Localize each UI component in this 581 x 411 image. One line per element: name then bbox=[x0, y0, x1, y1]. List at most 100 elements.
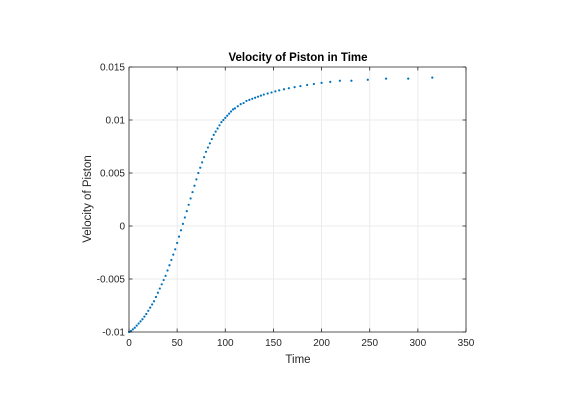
data-point bbox=[139, 320, 142, 323]
data-point bbox=[187, 203, 190, 206]
data-point bbox=[191, 190, 194, 194]
y-tick-label: -0.005 bbox=[97, 275, 126, 286]
data-point bbox=[129, 329, 133, 333]
data-point bbox=[254, 96, 257, 99]
data-point bbox=[306, 83, 309, 87]
data-point bbox=[214, 130, 217, 133]
data-point bbox=[137, 322, 140, 325]
data-point bbox=[164, 274, 167, 277]
data-point bbox=[133, 326, 136, 329]
data-point bbox=[197, 171, 200, 175]
data-point bbox=[338, 79, 341, 82]
x-tick-label: 150 bbox=[265, 338, 282, 349]
data-point bbox=[231, 108, 235, 111]
data-point bbox=[174, 248, 177, 251]
data-point bbox=[293, 86, 296, 89]
data-point bbox=[135, 324, 138, 327]
data-point bbox=[189, 197, 192, 200]
data-point bbox=[152, 300, 156, 303]
data-point bbox=[172, 253, 175, 256]
axes bbox=[128, 66, 467, 333]
x-tick-label: 350 bbox=[458, 338, 475, 349]
chart-title: Velocity of Piston in Time bbox=[228, 52, 367, 64]
data-point bbox=[259, 94, 263, 97]
data-point bbox=[141, 318, 144, 321]
data-point bbox=[170, 258, 173, 262]
data-point bbox=[366, 78, 369, 81]
x-tick-label: 50 bbox=[172, 338, 184, 349]
data-point bbox=[226, 114, 229, 117]
data-point bbox=[143, 315, 146, 318]
data-point bbox=[228, 112, 231, 115]
data-point bbox=[212, 133, 215, 136]
data-points bbox=[127, 76, 434, 334]
data-point bbox=[176, 241, 179, 245]
data-point bbox=[431, 76, 434, 79]
data-point bbox=[206, 146, 210, 149]
data-point bbox=[236, 105, 239, 108]
data-point bbox=[329, 80, 332, 83]
y-tick-label: 0 bbox=[119, 222, 125, 233]
data-point bbox=[151, 303, 154, 306]
data-point bbox=[256, 95, 260, 98]
data-point bbox=[278, 89, 281, 92]
x-tick-label: 100 bbox=[217, 338, 234, 349]
data-point bbox=[131, 328, 134, 331]
data-point bbox=[251, 97, 254, 100]
data-point bbox=[183, 216, 186, 219]
tick-labels: 0 50 100 150 200 250 300 350 -0.01 -0.005 0 0.005 0.… bbox=[97, 63, 475, 350]
data-point bbox=[233, 107, 237, 110]
data-point bbox=[179, 229, 183, 232]
y-tick-label: 0.01 bbox=[106, 116, 126, 127]
data-point bbox=[168, 264, 171, 267]
data-point bbox=[203, 156, 206, 159]
data-point bbox=[185, 210, 188, 213]
x-tick-label: 300 bbox=[410, 338, 427, 349]
x-tick-label: 0 bbox=[126, 338, 132, 349]
data-point bbox=[239, 103, 242, 106]
data-point bbox=[266, 92, 269, 95]
x-axis-label: Time bbox=[285, 354, 310, 366]
data-point bbox=[299, 84, 302, 88]
y-tick-label: 0.015 bbox=[100, 63, 125, 74]
data-point bbox=[149, 306, 152, 309]
data-point bbox=[384, 77, 388, 80]
data-point bbox=[195, 178, 198, 181]
data-point bbox=[210, 137, 213, 141]
data-point bbox=[208, 142, 211, 145]
data-point bbox=[220, 121, 223, 124]
data-point bbox=[350, 79, 353, 82]
data-point bbox=[287, 87, 290, 90]
data-point bbox=[158, 287, 161, 290]
data-point bbox=[201, 161, 204, 164]
data-point bbox=[312, 82, 315, 86]
y-axis-label: Velocity of Piston bbox=[82, 155, 94, 243]
data-point bbox=[181, 222, 185, 225]
data-point bbox=[193, 184, 196, 187]
data-point bbox=[270, 91, 273, 94]
data-point bbox=[248, 98, 251, 101]
y-tick-label: 0.005 bbox=[100, 169, 125, 180]
data-point bbox=[229, 110, 233, 113]
data-point bbox=[154, 295, 158, 299]
data-point bbox=[320, 81, 323, 84]
data-point bbox=[166, 269, 169, 272]
data-point bbox=[262, 93, 265, 96]
x-tick-label: 250 bbox=[361, 338, 378, 349]
data-point bbox=[199, 166, 202, 169]
data-point bbox=[177, 235, 181, 238]
data-point bbox=[224, 116, 227, 119]
data-point bbox=[160, 283, 163, 286]
data-point bbox=[282, 88, 286, 91]
data-point bbox=[222, 118, 225, 122]
y-tick-label: -0.01 bbox=[102, 328, 125, 339]
data-point bbox=[218, 124, 221, 127]
data-point bbox=[147, 309, 150, 312]
data-point bbox=[407, 77, 410, 80]
data-point bbox=[242, 101, 245, 105]
x-tick-label: 200 bbox=[313, 338, 330, 349]
data-point bbox=[274, 90, 277, 93]
data-point bbox=[162, 278, 165, 282]
